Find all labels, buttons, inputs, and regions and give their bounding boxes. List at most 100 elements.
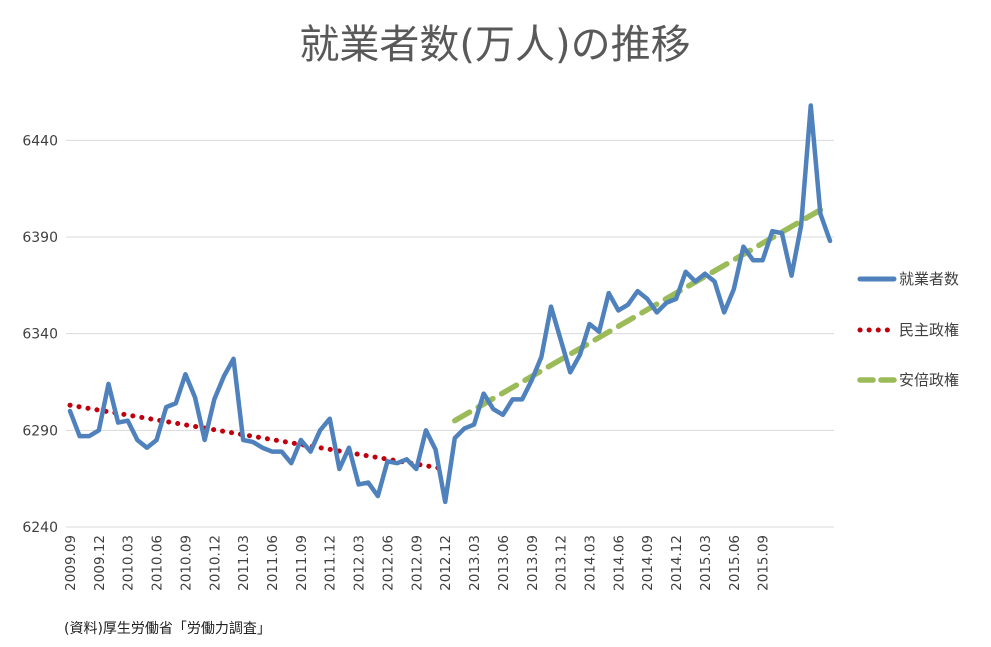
employment-point — [501, 413, 505, 417]
employment-point — [405, 457, 409, 461]
employment-point — [828, 239, 832, 243]
chart-title: 就業者数(万人)の推移 — [299, 22, 690, 68]
x-tick-label: 2013.06 — [496, 535, 512, 591]
x-tick-label: 2012.06 — [380, 535, 396, 591]
x-tick-label: 2011.03 — [236, 535, 252, 591]
employment-point — [116, 420, 120, 424]
employment-point — [770, 229, 774, 233]
employment-point — [337, 467, 341, 471]
employment-point — [703, 272, 707, 276]
employment-point — [376, 494, 380, 498]
x-tick-label: 2009.12 — [92, 535, 108, 591]
y-tick-label: 6390 — [22, 230, 58, 246]
employment-point — [202, 438, 206, 442]
x-tick-label: 2013.12 — [554, 535, 570, 591]
employment-point — [193, 395, 197, 399]
legend-label-0: 就業者数 — [899, 270, 959, 288]
x-tick-label: 2015.03 — [698, 535, 714, 591]
x-tick-label: 2012.09 — [409, 535, 425, 591]
y-tick-label: 6440 — [22, 133, 58, 149]
employment-point — [645, 297, 649, 301]
employment-point — [97, 428, 101, 432]
employment-point — [616, 308, 620, 312]
employment-point — [472, 422, 476, 426]
employment-point — [174, 401, 178, 405]
x-axis: 2009.09 2009.12 2010.03 2010.06 2010.09 2010.… — [63, 535, 772, 591]
employment-point — [809, 103, 813, 107]
employment-point — [135, 438, 139, 442]
employment-point — [453, 436, 457, 440]
employment-point — [279, 449, 283, 453]
employment-point — [212, 397, 216, 401]
employment-point — [722, 310, 726, 314]
employment-point — [87, 434, 91, 438]
employment-point — [655, 310, 659, 314]
source-note: (資料)厚生労働省「労働力調査」 — [64, 621, 271, 637]
employment-point — [760, 258, 764, 262]
employment-point — [318, 428, 322, 432]
employment-point — [241, 438, 245, 442]
employment-point — [732, 287, 736, 291]
employment-point — [126, 418, 130, 422]
trend-line-minshu — [67, 402, 448, 472]
gridlines — [66, 139, 834, 528]
x-tick-label: 2011.12 — [323, 535, 339, 591]
x-tick-label: 2014.09 — [640, 535, 656, 591]
employment-point — [270, 449, 274, 453]
employment-point — [597, 330, 601, 334]
x-tick-label: 2011.09 — [294, 535, 310, 591]
employment-point — [106, 382, 110, 386]
y-axis: 6240 6290 6340 6390 6440 — [22, 133, 58, 536]
employment-point — [308, 449, 312, 453]
legend-label-1: 民主政権 — [899, 321, 959, 339]
employment-point — [818, 212, 822, 216]
x-tick-label: 2011.06 — [265, 535, 281, 591]
employment-point — [462, 426, 466, 430]
employment-point — [289, 461, 293, 465]
employment-point — [578, 353, 582, 357]
employment-point — [154, 438, 158, 442]
employment-point — [520, 397, 524, 401]
employment-point — [568, 370, 572, 374]
employment-point — [356, 482, 360, 486]
employment-point — [260, 446, 264, 450]
employment-point — [539, 355, 543, 359]
employment-point — [347, 446, 351, 450]
employment-point — [780, 231, 784, 235]
legend-label-2: 安倍政権 — [899, 371, 959, 389]
x-tick-label: 2009.09 — [63, 535, 79, 591]
employment-point — [366, 480, 370, 484]
employment-point — [789, 273, 793, 277]
x-tick-label: 2014.12 — [669, 535, 685, 591]
y-tick-label: 6240 — [22, 520, 58, 536]
employment-point — [164, 405, 168, 409]
employment-point — [231, 357, 235, 361]
employment-point — [712, 279, 716, 283]
x-tick-label: 2013.09 — [525, 535, 541, 591]
y-tick-label: 6290 — [22, 423, 58, 439]
employment-point — [674, 297, 678, 301]
employment-point — [328, 417, 332, 421]
employment-point — [481, 391, 485, 395]
employment-point — [424, 428, 428, 432]
employment-point — [549, 304, 553, 308]
employment-point — [443, 500, 447, 504]
trend-line-abe — [452, 207, 824, 424]
x-tick-label: 2010.09 — [178, 535, 194, 591]
employment-point — [385, 459, 389, 463]
employment-point — [799, 223, 803, 227]
employment-point — [607, 291, 611, 295]
employment-point — [68, 409, 72, 413]
employment-point — [683, 270, 687, 274]
x-tick-label: 2015.09 — [756, 535, 772, 591]
employment-point — [414, 467, 418, 471]
employment-point — [530, 378, 534, 382]
employment-point — [491, 407, 495, 411]
x-tick-label: 2015.06 — [727, 535, 743, 591]
employment-point — [251, 440, 255, 444]
employment-point — [77, 434, 81, 438]
employment-point — [741, 244, 745, 248]
x-tick-label: 2010.03 — [121, 535, 137, 591]
